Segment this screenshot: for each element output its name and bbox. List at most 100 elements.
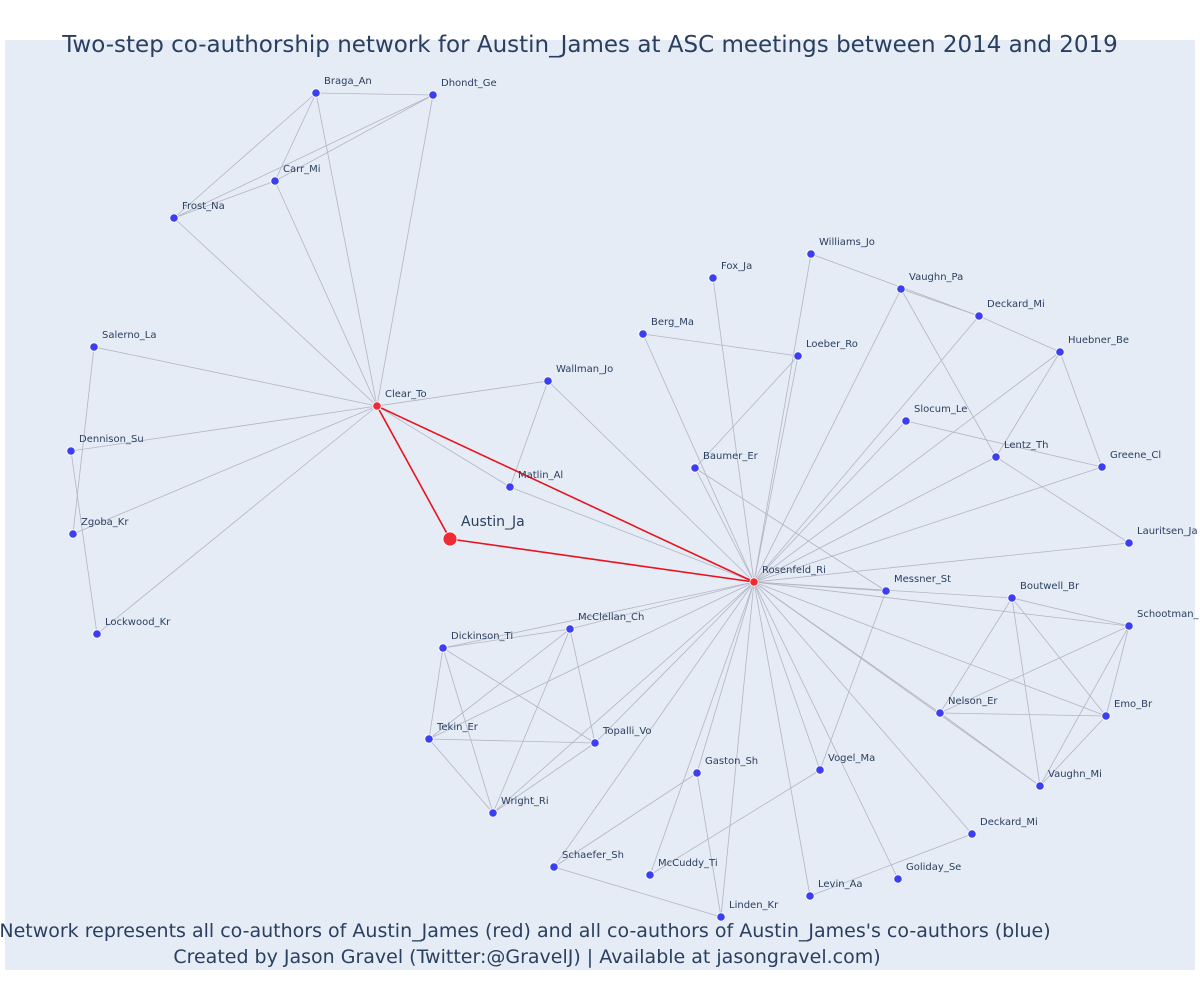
node-label-baumer-er: Baumer_Er — [703, 451, 759, 462]
node-zgoba-kr[interactable] — [68, 529, 78, 539]
node-linden-kr[interactable] — [716, 912, 726, 922]
node-matlin-al[interactable] — [505, 482, 515, 492]
node-topalli-vo[interactable] — [590, 738, 600, 748]
node-label-braga-an: Braga_An — [324, 76, 372, 87]
node-loeber-ro[interactable] — [793, 351, 803, 361]
node-label-levin-aa: Levin_Aa — [818, 879, 863, 890]
node-clear-to[interactable] — [372, 401, 382, 411]
node-label-deckard-mi-top: Deckard_Mi — [987, 299, 1045, 310]
edge-deckard-mi-top-huebner-be — [978, 315, 1061, 353]
edge-rosenfeld-ri-mccuddy-ti — [649, 581, 755, 876]
node-label-vaughn-mi: Vaughn_Mi — [1048, 769, 1102, 780]
edge-rosenfeld-ri-huebner-be — [753, 351, 1061, 583]
node-label-emo-br: Emo_Br — [1114, 699, 1153, 710]
node-vaughn-pa[interactable] — [896, 284, 906, 294]
node-label-deckard-mi-bot: Deckard_Mi — [980, 817, 1038, 828]
edge-gaston-sh-schaefer-sh — [553, 772, 698, 868]
node-boutwell-br[interactable] — [1007, 593, 1017, 603]
node-dennison-su[interactable] — [66, 446, 76, 456]
edge-williams-jo-deckard-mi-top — [810, 253, 980, 317]
edge-braga-an-carr-mi — [274, 92, 317, 182]
node-williams-jo[interactable] — [806, 249, 816, 259]
node-salerno-la[interactable] — [89, 342, 99, 352]
edge-schootman--emo-br — [1105, 625, 1130, 717]
edge-rosenfeld-ri-emo-br — [753, 581, 1107, 717]
edge-clear-to-frost-na — [173, 217, 378, 407]
edge-rosenfeld-ri-linden-kr — [720, 581, 755, 918]
node-slocum-le[interactable] — [901, 416, 911, 426]
node-fox-ja[interactable] — [708, 273, 718, 283]
edge-vaughn-pa-lentz-th — [900, 288, 997, 458]
edge-boutwell-br-schootman- — [1011, 597, 1130, 627]
node-label-gaston-sh: Gaston_Sh — [705, 756, 758, 767]
node-lauritsen-ja[interactable] — [1124, 538, 1134, 548]
node-label-austin-ja: Austin_Ja — [461, 514, 525, 530]
node-label-clear-to: Clear_To — [385, 389, 427, 400]
edge-dhondt-ge-frost-na — [173, 94, 434, 219]
node-gaston-sh[interactable] — [692, 768, 702, 778]
node-schootman-[interactable] — [1124, 621, 1134, 631]
node-mcclellan-ch[interactable] — [565, 624, 575, 634]
node-emo-br[interactable] — [1101, 711, 1111, 721]
edge-slocum-le-greene-cl — [905, 420, 1103, 468]
node-label-linden-kr: Linden_Kr — [729, 900, 779, 911]
node-nelson-er[interactable] — [935, 708, 945, 718]
caption-line-2: Created by Jason Gravel (Twitter:@Gravel… — [173, 946, 880, 968]
node-braga-an[interactable] — [311, 88, 321, 98]
edge-wallman-jo-rosenfeld-ri — [547, 380, 755, 583]
node-mccuddy-ti[interactable] — [645, 870, 655, 880]
node-label-dickinson-ti: Dickinson_Ti — [451, 631, 513, 642]
node-deckard-mi-top[interactable] — [974, 311, 984, 321]
node-lentz-th[interactable] — [991, 452, 1001, 462]
edge-rosenfeld-ri-dickinson-ti — [442, 581, 755, 649]
edge-rosenfeld-ri-wright-ri — [492, 581, 755, 814]
node-schaefer-sh[interactable] — [549, 862, 559, 872]
node-goliday-se[interactable] — [893, 874, 903, 884]
node-label-frost-na: Frost_Na — [182, 201, 225, 212]
node-label-dennison-su: Dennison_Su — [79, 434, 144, 445]
edge-clear-to-salerno-la — [93, 346, 378, 407]
edge-gaston-sh-linden-kr — [696, 772, 722, 918]
node-label-topalli-vo: Topalli_Vo — [602, 726, 652, 737]
edge-dhondt-ge-carr-mi — [274, 94, 434, 182]
node-wright-ri[interactable] — [488, 808, 498, 818]
node-lockwood-kr[interactable] — [92, 629, 102, 639]
edge-lentz-th-lauritsen-ja — [995, 456, 1130, 544]
edge-boutwell-br-nelson-er — [939, 597, 1013, 714]
node-huebner-be[interactable] — [1055, 347, 1065, 357]
node-levin-aa[interactable] — [805, 891, 815, 901]
node-rosenfeld-ri[interactable] — [749, 577, 759, 587]
edge-clear-to-braga-an — [315, 92, 378, 407]
edge-dickinson-ti-topalli-vo — [442, 647, 596, 744]
node-messner-st[interactable] — [881, 586, 891, 596]
node-carr-mi[interactable] — [270, 176, 280, 186]
node-deckard-mi-bot[interactable] — [967, 829, 977, 839]
edge-matlin-al-rosenfeld-ri — [509, 486, 755, 583]
edge-nelson-er-vaughn-mi — [939, 712, 1041, 787]
ego-edge-austin-ja-clear-to — [376, 405, 451, 540]
node-wallman-jo[interactable] — [543, 376, 553, 386]
node-vogel-ma[interactable] — [815, 765, 825, 775]
edge-schootman--nelson-er — [939, 625, 1130, 714]
edge-rosenfeld-ri-gaston-sh — [696, 581, 755, 774]
node-label-schaefer-sh: Schaefer_Sh — [562, 850, 624, 861]
node-austin-ja[interactable] — [442, 531, 458, 547]
edge-vaughn-pa-deckard-mi-top — [900, 288, 980, 317]
nodes-layer — [66, 88, 1134, 922]
node-label-boutwell-br: Boutwell_Br — [1020, 581, 1080, 592]
edge-schaefer-sh-linden-kr — [553, 866, 722, 918]
node-greene-cl[interactable] — [1097, 462, 1107, 472]
edge-dickinson-ti-wright-ri — [442, 647, 494, 814]
node-baumer-er[interactable] — [690, 463, 700, 473]
node-label-carr-mi: Carr_Mi — [283, 164, 321, 175]
node-dickinson-ti[interactable] — [438, 643, 448, 653]
node-berg-ma[interactable] — [638, 329, 648, 339]
node-label-huebner-be: Huebner_Be — [1068, 335, 1129, 346]
node-vaughn-mi[interactable] — [1035, 781, 1045, 791]
edges-layer — [70, 92, 1130, 918]
node-dhondt-ge[interactable] — [428, 90, 438, 100]
node-frost-na[interactable] — [169, 213, 179, 223]
edge-clear-to-dennison-su — [70, 405, 378, 452]
node-tekin-er[interactable] — [424, 734, 434, 744]
edge-clear-to-wallman-jo — [376, 380, 549, 407]
